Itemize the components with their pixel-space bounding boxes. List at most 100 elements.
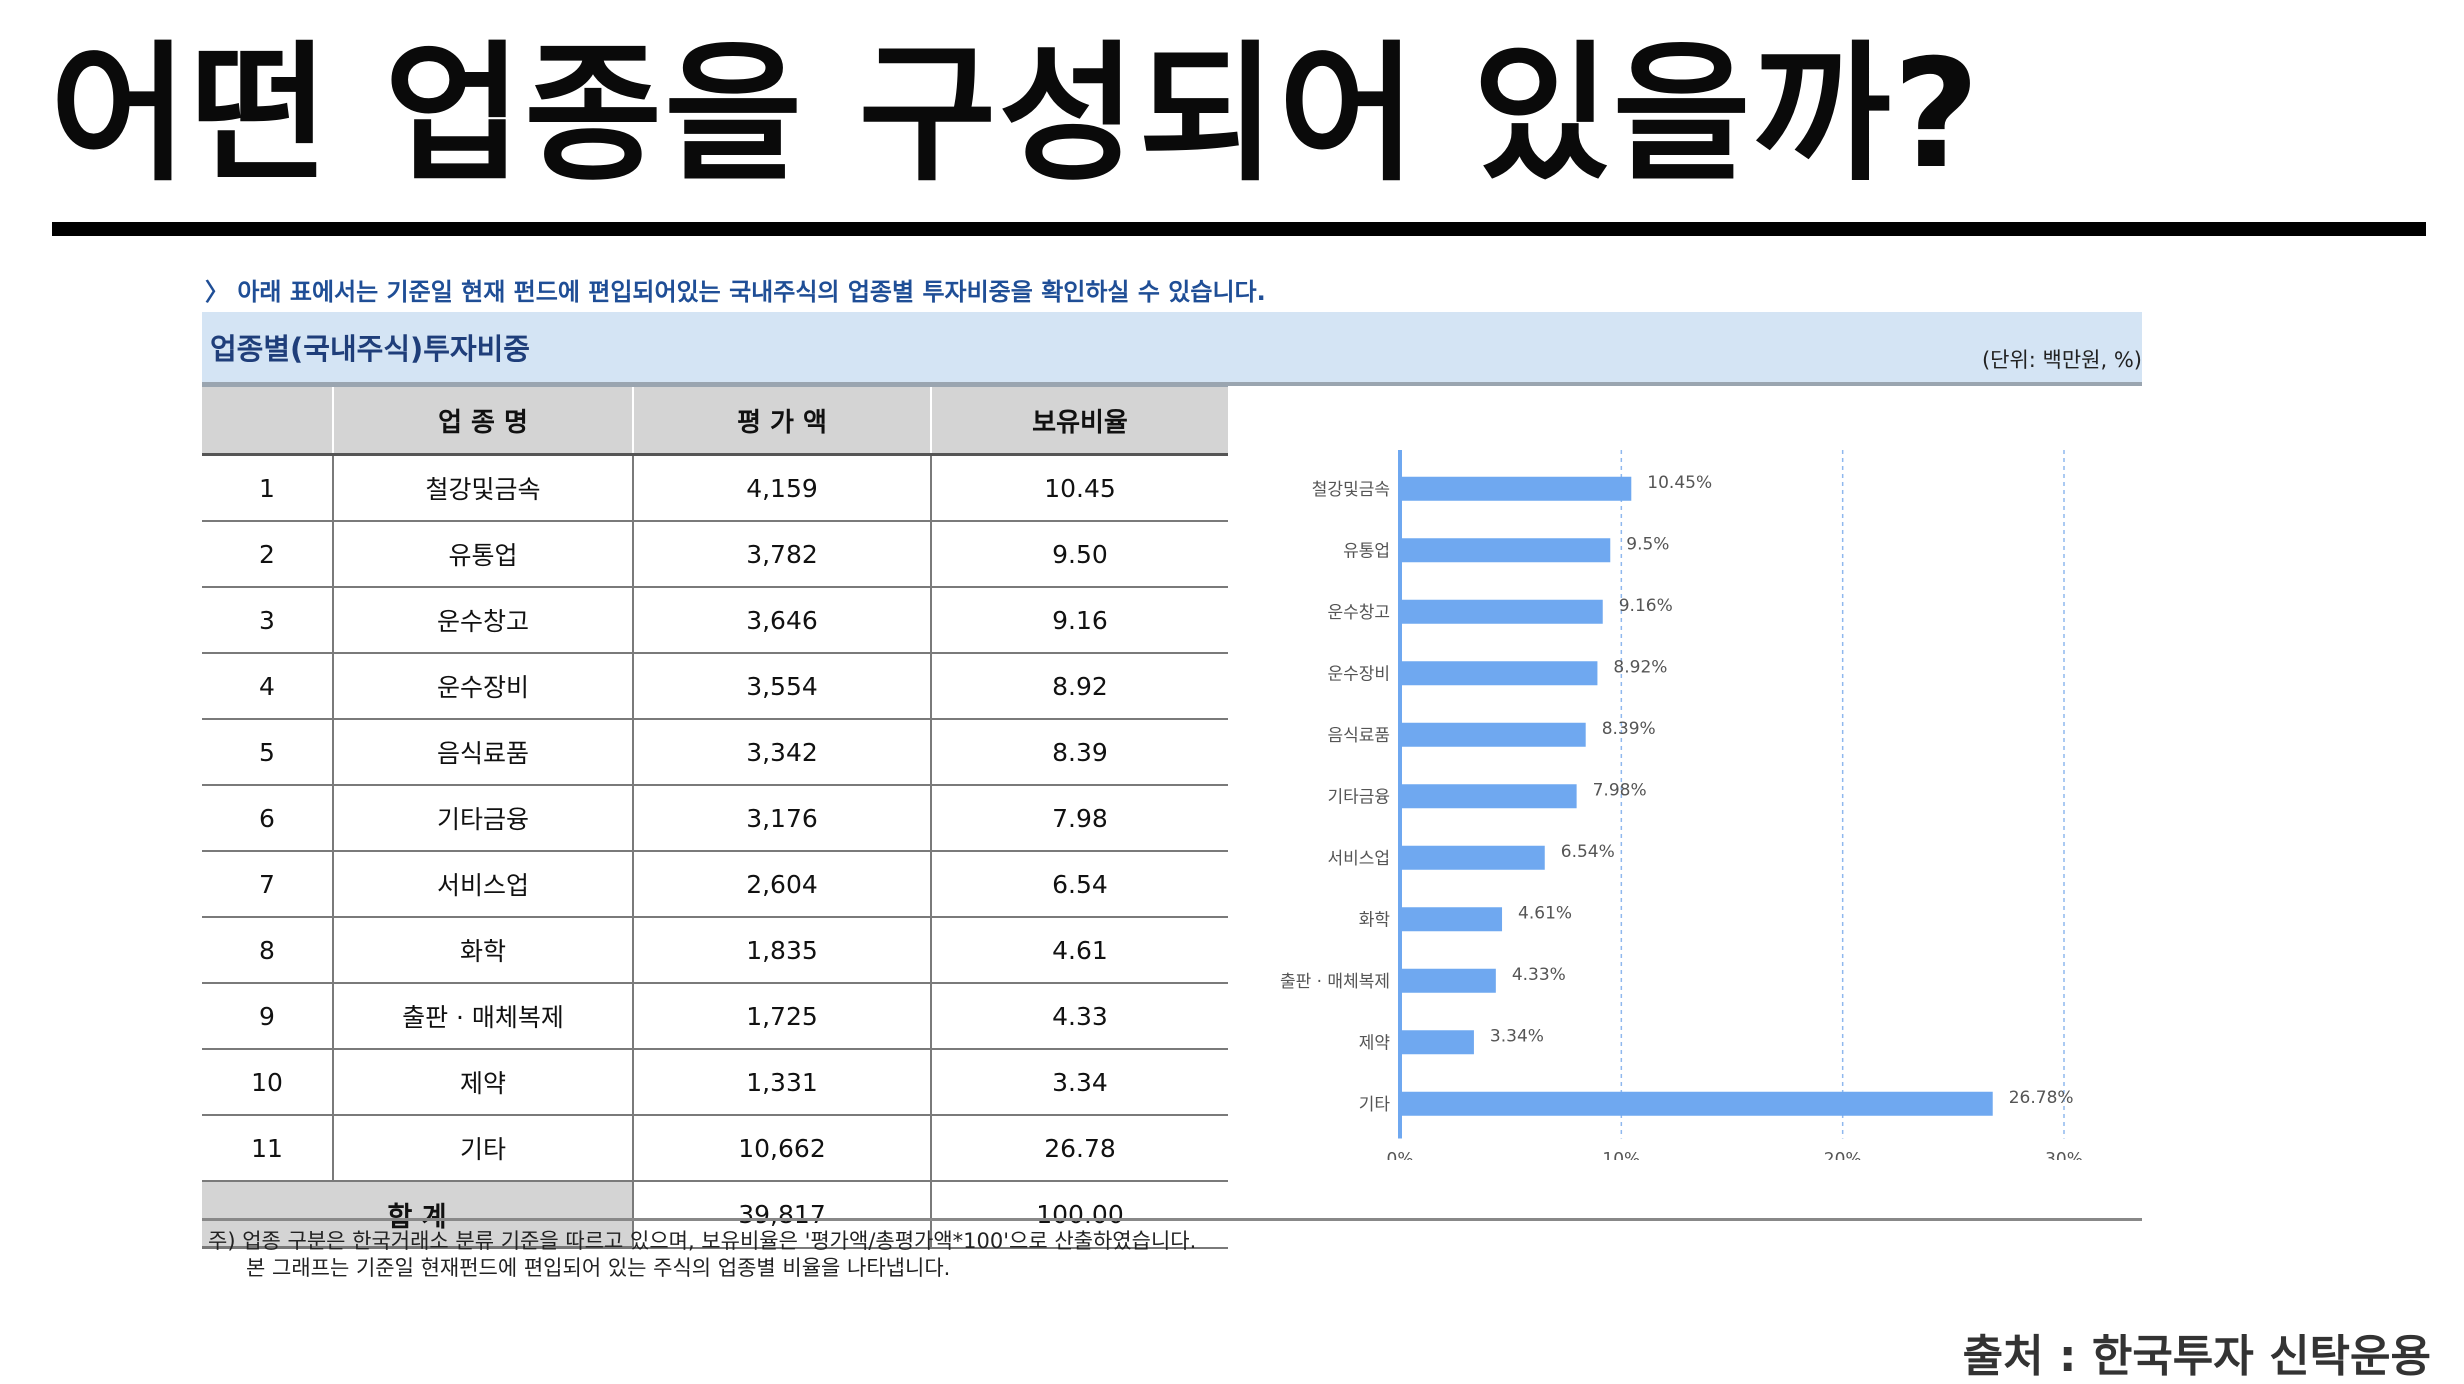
row-ratio: 9.50 [931, 521, 1228, 588]
bar [1402, 907, 1503, 932]
data-label: 9.16% [1619, 596, 1673, 616]
table-row: 3 운수창고 3,646 9.16 [202, 587, 1228, 654]
row-amount: 10,662 [633, 1115, 932, 1182]
data-label: 7.98% [1593, 780, 1647, 800]
row-industry: 서비스업 [333, 851, 634, 918]
data-label: 10.45% [1647, 473, 1712, 493]
row-index: 4 [202, 653, 334, 720]
data-label: 9.5% [1626, 534, 1669, 554]
header-amount: 평 가 액 [633, 384, 932, 456]
bar [1402, 661, 1598, 686]
data-label: 4.33% [1512, 965, 1566, 985]
total-amount: 39,817 [633, 1181, 932, 1249]
row-ratio: 4.61 [931, 917, 1228, 984]
bar [1402, 1091, 1993, 1116]
data-label: 6.54% [1561, 842, 1615, 862]
table-row: 7 서비스업 2,604 6.54 [202, 851, 1228, 918]
category-label: 기타금융 [1327, 787, 1390, 807]
data-label: 26.78% [2009, 1088, 2074, 1108]
bar [1402, 722, 1586, 747]
row-industry: 화학 [333, 917, 634, 984]
footnote-2: 본 그래프는 기준일 현재펀드에 편입되어 있는 주식의 업종별 비율을 나타냅… [246, 1256, 951, 1280]
category-label: 철강및금속 [1312, 480, 1390, 500]
row-index: 6 [202, 785, 334, 852]
row-ratio: 9.16 [931, 587, 1228, 654]
bar [1402, 476, 1632, 501]
table-header-row: 업 종 명 평 가 액 보유비율 [202, 384, 1228, 456]
table-row: 4 운수장비 3,554 8.92 [202, 653, 1228, 720]
page-title: 어떤 업종을 구성되어 있을까? [50, 28, 1982, 202]
row-index: 1 [202, 454, 334, 522]
x-tick-label: 10% [1602, 1150, 1640, 1161]
row-index: 11 [202, 1115, 334, 1182]
row-industry: 운수장비 [333, 653, 634, 720]
table-row: 9 출판 · 매체복제 1,725 4.33 [202, 983, 1228, 1050]
footnote-1: 주) 업종 구분은 한국거래소 분류 기준을 따르고 있으며, 보유비율은 '평… [208, 1229, 1197, 1253]
category-label: 음식료품 [1327, 726, 1390, 746]
row-ratio: 7.98 [931, 785, 1228, 852]
category-label: 서비스업 [1327, 849, 1390, 869]
table-row: 2 유통업 3,782 9.50 [202, 521, 1228, 588]
row-industry: 기타 [333, 1115, 634, 1182]
category-label: 유통업 [1343, 541, 1390, 561]
table-bottom-rule [202, 1218, 2142, 1221]
category-label: 운수창고 [1327, 603, 1390, 623]
row-ratio: 3.34 [931, 1049, 1228, 1116]
category-label: 기타 [1359, 1095, 1391, 1115]
row-ratio: 10.45 [931, 454, 1228, 522]
row-amount: 3,782 [633, 521, 932, 588]
row-ratio: 4.33 [931, 983, 1228, 1050]
row-industry: 운수창고 [333, 587, 634, 654]
row-industry: 제약 [333, 1049, 634, 1116]
header-ratio: 보유비율 [931, 384, 1228, 456]
row-ratio: 8.92 [931, 653, 1228, 720]
row-index: 5 [202, 719, 334, 786]
bar [1402, 599, 1603, 624]
row-amount: 4,159 [633, 454, 932, 522]
row-amount: 3,646 [633, 587, 932, 654]
table-row: 11 기타 10,662 26.78 [202, 1115, 1228, 1182]
row-index: 10 [202, 1049, 334, 1116]
category-label: 화학 [1359, 910, 1391, 930]
bar [1402, 784, 1577, 809]
unit-label: (단위: 백만원, %) [1981, 348, 2142, 372]
data-label: 8.92% [1613, 657, 1667, 677]
row-ratio: 26.78 [931, 1115, 1228, 1182]
total-ratio: 100.00 [931, 1181, 1228, 1249]
row-index: 9 [202, 983, 334, 1050]
table-row: 6 기타금융 3,176 7.98 [202, 785, 1228, 852]
table-row: 5 음식료품 3,342 8.39 [202, 719, 1228, 786]
bar [1402, 968, 1496, 993]
table-total-row: 합 계 39,817 100.00 [202, 1181, 1228, 1249]
bar [1402, 845, 1545, 870]
row-index: 8 [202, 917, 334, 984]
row-index: 7 [202, 851, 334, 918]
row-index: 3 [202, 587, 334, 654]
category-label: 출판 · 매체복제 [1280, 972, 1390, 992]
table-row: 8 화학 1,835 4.61 [202, 917, 1228, 984]
title-divider [52, 222, 2426, 236]
industry-bar-chart: 0% 10% 20% 30% 철강및금속 10.45% 유통업 9.5% 운수창고 9.16% 운수… [1280, 450, 2083, 1161]
row-ratio: 6.54 [931, 851, 1228, 918]
row-amount: 3,176 [633, 785, 932, 852]
x-tick-label: 30% [2045, 1150, 2083, 1161]
x-tick-label: 20% [1824, 1150, 1862, 1161]
row-industry: 철강및금속 [333, 454, 634, 522]
section-title: 업종별(국내주식)투자비중 [210, 332, 530, 366]
bar [1402, 538, 1611, 563]
section-header-bar [202, 312, 2142, 386]
table-row: 1 철강및금속 4,159 10.45 [202, 454, 1228, 522]
data-label: 3.34% [1490, 1026, 1544, 1046]
row-industry: 음식료품 [333, 719, 634, 786]
row-amount: 3,554 [633, 653, 932, 720]
row-ratio: 8.39 [931, 719, 1228, 786]
row-industry: 출판 · 매체복제 [333, 983, 634, 1050]
category-label: 제약 [1359, 1033, 1390, 1053]
header-industry: 업 종 명 [333, 384, 634, 456]
data-label: 8.39% [1602, 719, 1656, 739]
intro-text: 〉 아래 표에서는 기준일 현재 펀드에 편입되어있는 국내주식의 업종별 투자… [205, 278, 1266, 306]
table-row: 10 제약 1,331 3.34 [202, 1049, 1228, 1116]
header-index [202, 384, 334, 456]
row-amount: 3,342 [633, 719, 932, 786]
source-credit: 출처 : 한국투자 신탁운용 [1962, 1331, 2431, 1382]
